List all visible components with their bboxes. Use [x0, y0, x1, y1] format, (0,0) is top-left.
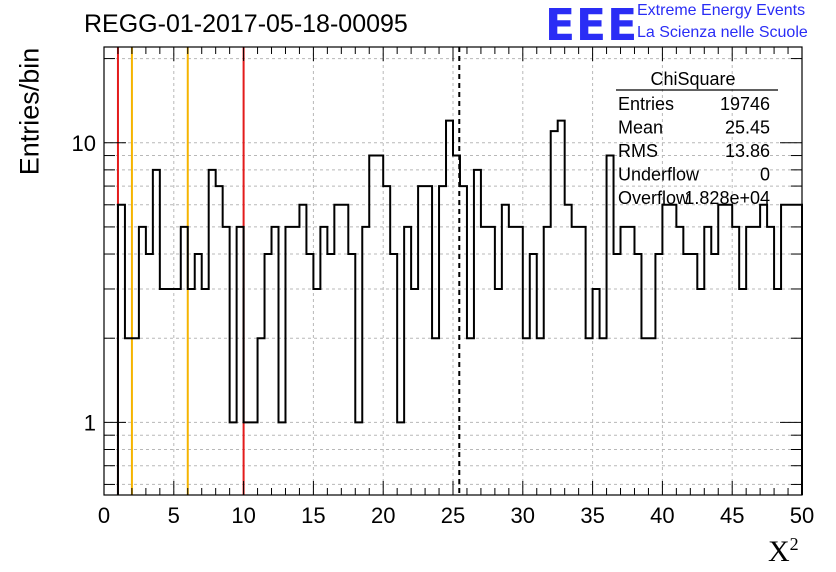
stats-row-label: RMS	[618, 141, 658, 161]
x-tick-label: 10	[231, 503, 255, 528]
x-tick-label: 40	[650, 503, 674, 528]
logo-subtitle-line1: Extreme Energy Events	[637, 2, 806, 19]
stats-row-label: Mean	[618, 118, 663, 138]
x-tick-label: 35	[580, 503, 604, 528]
stats-row-value: 19746	[720, 94, 770, 114]
run-title: REGG-01-2017-05-18-00095	[84, 10, 408, 38]
stats-row-value: 1.828e+04	[684, 188, 770, 208]
y-tick-label: 10	[72, 131, 96, 156]
logo-subtitle-line2: La Scienza nelle Scuole	[637, 24, 808, 41]
histogram-series	[116, 119, 803, 495]
x-tick-label: 20	[371, 503, 395, 528]
x-axis-label-base: X	[768, 535, 790, 568]
x-tick-label: 45	[720, 503, 744, 528]
x-tick-label: 50	[790, 503, 814, 528]
x-tick-label: 15	[301, 503, 325, 528]
stats-row-value: 25.45	[725, 118, 770, 138]
x-axis-label: X2	[768, 534, 799, 569]
stats-row-value: 13.86	[725, 141, 770, 161]
stats-row-label: Entries	[618, 94, 674, 114]
x-tick-label: 5	[168, 503, 180, 528]
stats-row-label: Underflow	[618, 165, 700, 185]
x-tick-label: 30	[511, 503, 535, 528]
stats-row-label: Overflow	[618, 188, 690, 208]
x-tick-label: 0	[98, 503, 110, 528]
stats-row-value: 0	[760, 165, 770, 185]
y-tick-label: 1	[84, 410, 96, 435]
x-axis-label-exponent: 2	[789, 534, 799, 554]
stats-box-title: ChiSquare	[650, 69, 735, 89]
eee-logo: EEE	[545, 0, 639, 51]
x-tick-label: 25	[441, 503, 465, 528]
